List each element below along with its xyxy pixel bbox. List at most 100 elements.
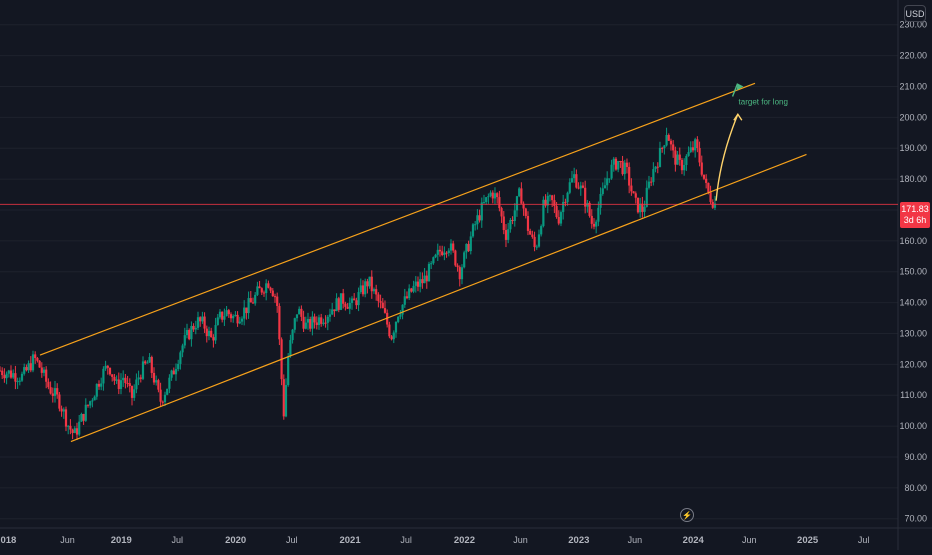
lightning-icon[interactable]: ⚡	[680, 508, 694, 522]
candle-body	[342, 293, 345, 304]
candle-body	[491, 192, 494, 199]
candle-body	[282, 379, 285, 417]
price-tick-label: 130.00	[899, 328, 927, 338]
time-tick-label: 2024	[683, 535, 705, 546]
candle-body	[78, 421, 81, 435]
candle-body	[82, 413, 85, 421]
candle-body	[179, 352, 182, 364]
candle-body	[663, 145, 666, 149]
candle-body	[588, 202, 591, 216]
candle-body	[218, 311, 222, 318]
candle-body	[298, 308, 301, 315]
candle-body	[111, 374, 114, 377]
candle-body	[152, 372, 156, 383]
projection-arrow-head	[733, 112, 743, 121]
candle-body	[592, 223, 596, 227]
candle-body	[383, 308, 387, 313]
time-tick-label: Jul	[858, 535, 870, 545]
candle-body	[515, 196, 519, 211]
candle-body	[23, 367, 26, 374]
candle-body	[401, 304, 404, 315]
candle-body	[456, 265, 459, 268]
candle-body	[656, 166, 659, 168]
candle-body	[269, 287, 272, 291]
time-tick-label: Jul	[400, 535, 412, 545]
candle-body	[223, 316, 226, 320]
candle-body	[480, 202, 483, 221]
time-tick-label: 2018	[0, 535, 16, 546]
candle-body	[410, 288, 413, 292]
candle-body	[245, 307, 248, 314]
price-tick-label: 100.00	[899, 421, 927, 431]
candle-body	[526, 215, 530, 231]
candle-body	[645, 187, 648, 207]
candle-body	[691, 147, 695, 151]
candle-body	[445, 252, 448, 254]
candle-body	[689, 147, 692, 153]
candle-body	[163, 394, 167, 403]
candle-body	[12, 373, 15, 378]
candle-body	[601, 188, 604, 194]
candle-body	[412, 285, 415, 292]
candle-body	[669, 140, 673, 145]
price-tick-label: 80.00	[904, 483, 927, 493]
candle-body	[260, 288, 263, 293]
time-tick-label: Jul	[286, 535, 298, 545]
candle-body	[667, 134, 670, 141]
price-tick-label: 120.00	[899, 359, 927, 369]
candle-body	[603, 185, 607, 189]
candle-body	[166, 388, 169, 395]
candle-body	[377, 294, 380, 302]
candle-body	[25, 367, 28, 371]
candle-body	[102, 368, 105, 384]
candle-body	[641, 203, 644, 212]
candle-body	[423, 275, 426, 284]
candle-body	[469, 236, 472, 252]
candle-body	[375, 289, 378, 295]
candle-body	[262, 292, 266, 294]
candle-body	[181, 345, 184, 353]
candle-body	[665, 134, 668, 146]
candle-body	[368, 276, 371, 287]
candle-body	[295, 314, 299, 319]
candle-body	[524, 208, 527, 216]
candle-body	[161, 401, 164, 403]
candle-body	[199, 317, 202, 322]
candle-body	[449, 243, 453, 251]
candle-body	[302, 316, 305, 329]
candle-body	[311, 316, 314, 329]
candle-body	[148, 357, 151, 363]
candle-body	[128, 383, 131, 387]
price-tick-label: 70.00	[904, 514, 927, 524]
candle-body	[465, 243, 468, 253]
candle-body	[566, 192, 569, 203]
candle-body	[564, 201, 567, 203]
candle-body	[502, 216, 505, 231]
candle-body	[713, 203, 717, 208]
candle-body	[185, 329, 189, 336]
candle-body	[234, 314, 237, 316]
price-tick-label: 200.00	[899, 112, 927, 122]
candle-body	[89, 401, 92, 406]
candle-body	[535, 246, 538, 248]
candle-body	[141, 361, 145, 379]
candle-body	[419, 279, 422, 287]
candle-body	[579, 185, 582, 189]
candle-body	[388, 324, 391, 337]
candle-body	[537, 234, 541, 247]
candle-body	[95, 383, 98, 397]
candle-body	[542, 199, 545, 227]
candle-body	[621, 161, 624, 175]
price-tick-label: 150.00	[899, 267, 927, 277]
candle-body	[628, 166, 631, 186]
time-tick-label: Jun	[513, 535, 528, 545]
candle-body	[434, 254, 437, 258]
currency-button[interactable]: USD	[904, 5, 926, 22]
candle-body	[555, 206, 558, 218]
candle-body	[370, 276, 373, 292]
candle-body	[672, 144, 675, 151]
candle-body	[544, 199, 547, 206]
candle-body	[144, 361, 147, 364]
